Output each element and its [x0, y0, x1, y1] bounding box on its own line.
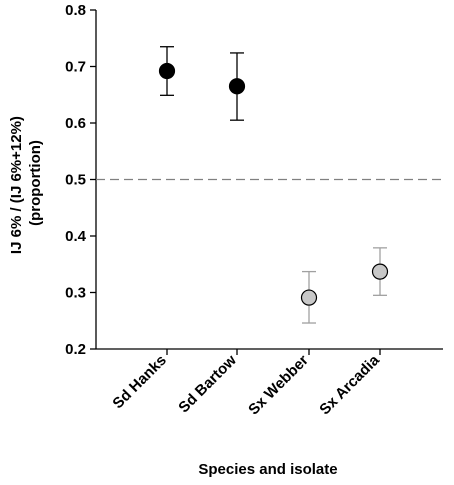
data-point	[158, 62, 176, 80]
data-point	[228, 78, 246, 95]
data-point	[371, 263, 389, 280]
y-axis-title: IJ 6% / (IJ 6%+12%) (proportion)	[8, 112, 44, 254]
data-series	[158, 46, 389, 324]
data-point	[300, 289, 318, 306]
y-tick-label: 0.8	[65, 2, 86, 19]
y-axis-title-line-2: (proportion)	[27, 140, 44, 226]
x-tick-label: Sd Hanks	[109, 352, 169, 412]
y-tick-label: 0.4	[65, 228, 87, 245]
y-tick-label: 0.6	[65, 115, 86, 132]
x-tick-label: Sx Arcadia	[316, 351, 383, 418]
y-tick-label: 0.7	[65, 59, 86, 76]
x-axis: Sd Hanks Sd Bartow Sx Webber Sx Arcadia	[96, 348, 443, 419]
y-tick-label: 0.5	[65, 172, 86, 189]
y-axis: 0.2 0.3 0.4 0.5 0.6 0.7 0.8	[65, 2, 97, 358]
x-tick-label: Sx Webber	[245, 352, 312, 419]
y-axis-title-line-1: IJ 6% / (IJ 6%+12%)	[8, 116, 25, 254]
y-tick-label: 0.3	[65, 285, 86, 302]
x-axis-title: Species and isolate	[198, 461, 337, 478]
y-tick-label: 0.2	[65, 341, 86, 358]
x-tick-label: Sd Bartow	[175, 352, 240, 417]
